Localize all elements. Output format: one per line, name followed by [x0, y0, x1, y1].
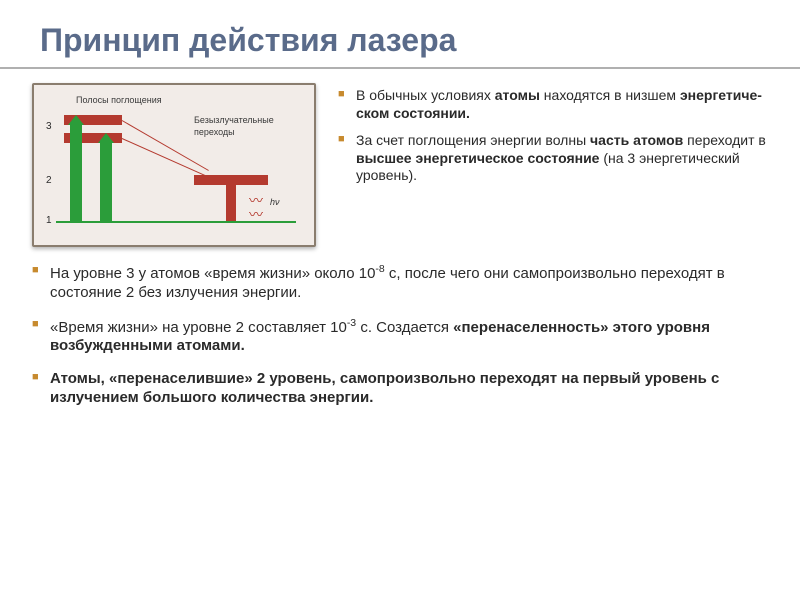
arrow1-head: [68, 115, 84, 125]
label-absorption: Полосы поглощения: [76, 95, 162, 105]
arrow2-head: [98, 133, 114, 143]
hv-label: hν: [270, 197, 280, 207]
level-1-num: 1: [46, 215, 52, 226]
level1-line: [56, 221, 296, 223]
right-bullets: В обычных условиях атомы находятся в низ…: [338, 83, 788, 247]
label-nonradiative-2: переходы: [194, 127, 235, 137]
energy-diagram: Полосы поглощения Безызлучательные перех…: [32, 83, 316, 247]
arrow1-stem: [70, 125, 82, 221]
level2-drop: [226, 185, 236, 221]
title-rule: [0, 67, 800, 69]
top-row: Полосы поглощения Безызлучательные перех…: [0, 83, 800, 247]
level2-bar: [194, 175, 268, 185]
label-nonradiative-1: Безызлучательные: [194, 115, 274, 125]
level-2-num: 2: [46, 175, 52, 186]
lower-bullet-2: «Время жизни» на уровне 2 составляет 10-…: [32, 317, 762, 357]
right-bullet-2: За счет поглощения энергии волны часть а…: [338, 132, 788, 185]
trans-line-2: [122, 138, 210, 178]
right-bullet-1: В обычных условиях атомы находятся в низ…: [338, 87, 788, 122]
wavy-emission-icon: 〰〰: [252, 193, 260, 221]
arrow2-stem: [100, 143, 112, 221]
page-title: Принцип действия лазера: [0, 0, 800, 67]
lower-bullet-3: Атомы, «перенаселившие» 2 уровень, самоп…: [32, 370, 762, 408]
lower-bullet-1: На уровне 3 у атомов «время жизни» около…: [32, 263, 762, 303]
lower-bullets: На уровне 3 у атомов «время жизни» около…: [0, 247, 800, 408]
level-3-num: 3: [46, 121, 52, 132]
